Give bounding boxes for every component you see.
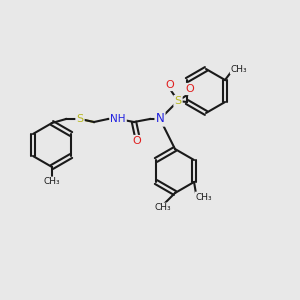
Text: CH₃: CH₃ [231, 64, 248, 74]
Text: N: N [156, 112, 164, 125]
Text: CH₃: CH₃ [155, 203, 171, 212]
Text: CH₃: CH₃ [44, 178, 60, 187]
Text: NH: NH [110, 114, 126, 124]
Text: S: S [76, 114, 84, 124]
Text: CH₃: CH₃ [196, 193, 212, 202]
Text: O: O [133, 136, 141, 146]
Text: S: S [174, 96, 182, 106]
Text: O: O [186, 84, 194, 94]
Text: O: O [166, 80, 174, 90]
